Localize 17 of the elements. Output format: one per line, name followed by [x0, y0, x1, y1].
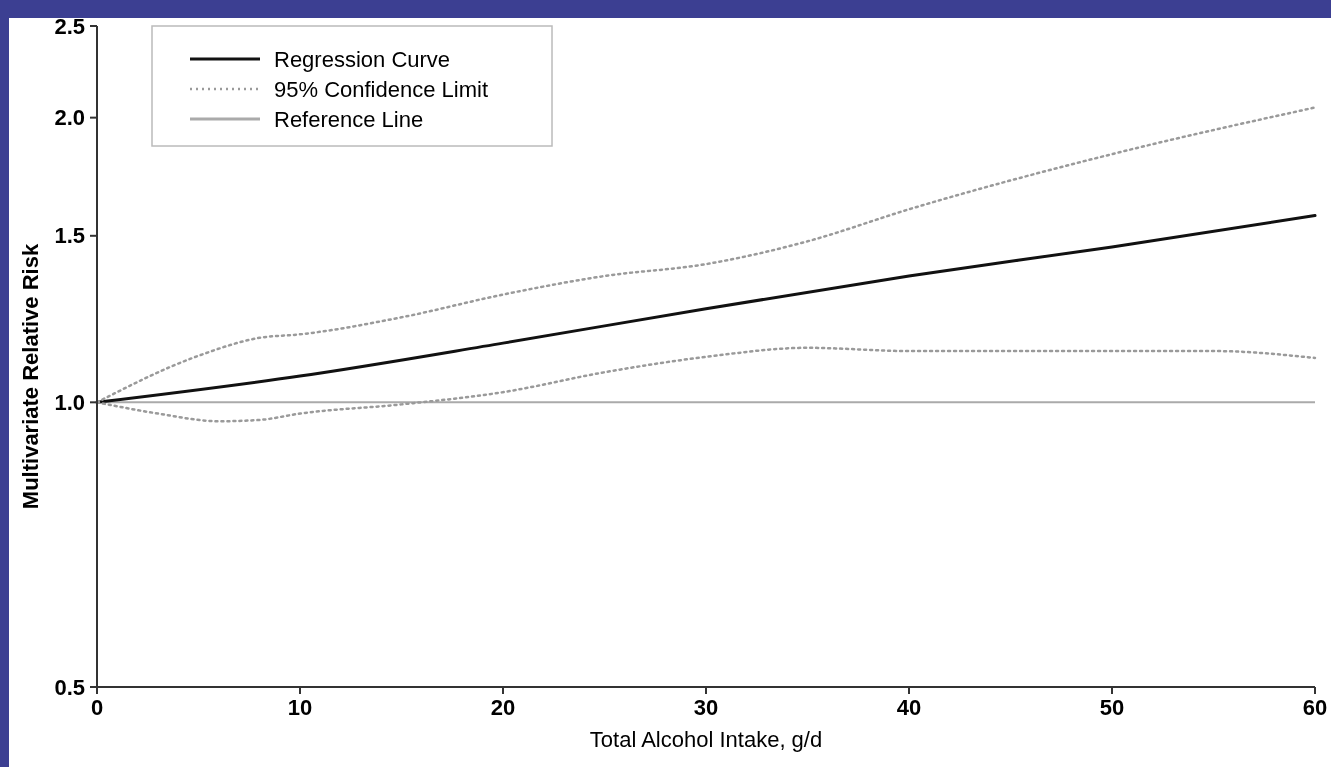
x-axis-title: Total Alcohol Intake, g/d	[589, 727, 823, 752]
y-tick-label: 1.5	[54, 223, 85, 249]
y-tick-label: 1.0	[54, 390, 85, 416]
x-tick-label: 20	[490, 695, 516, 720]
y-tick-label: 2.5	[54, 13, 85, 39]
y-tick-label: 0.5	[54, 674, 85, 700]
x-tick-label: 50	[1099, 695, 1125, 720]
legend-label: Reference Line	[274, 106, 424, 132]
legend-label: 95% Confidence Limit	[274, 76, 489, 102]
x-tick-label: 60	[1302, 695, 1328, 720]
x-tick-label: 0	[90, 695, 104, 720]
x-tick-label: 10	[287, 695, 313, 720]
x-tick-label: 30	[693, 695, 719, 720]
x-tick-label: 40	[896, 695, 922, 720]
y-axis-title: Multivariate Relative Risk	[18, 243, 43, 510]
y-tick-label: 2.0	[54, 105, 85, 131]
legend-label: Regression Curve	[274, 46, 451, 72]
